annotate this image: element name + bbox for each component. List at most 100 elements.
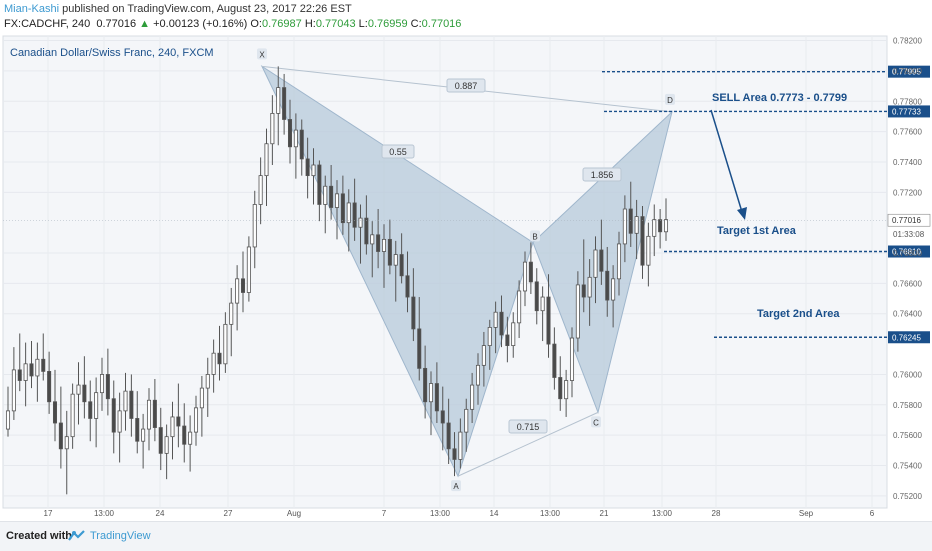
tradingview-brand[interactable]: TradingView	[90, 530, 151, 542]
candle-body[interactable]	[229, 302, 234, 325]
candle-body[interactable]	[569, 337, 575, 381]
candle-body[interactable]	[587, 276, 592, 298]
candle-body[interactable]	[164, 436, 169, 454]
candle-body[interactable]	[534, 281, 539, 312]
candle-body[interactable]	[411, 296, 416, 330]
candle-body[interactable]	[317, 164, 322, 205]
candle-body[interactable]	[64, 436, 69, 450]
candle-body[interactable]	[129, 390, 134, 419]
candle-body[interactable]	[399, 254, 404, 277]
candle-body[interactable]	[176, 416, 181, 427]
candle-body[interactable]	[417, 328, 422, 369]
candle-body[interactable]	[293, 129, 298, 148]
candle-body[interactable]	[505, 334, 510, 347]
candle-body[interactable]	[370, 234, 375, 245]
candle-body[interactable]	[452, 448, 457, 460]
candle-body[interactable]	[146, 399, 152, 430]
candle-body[interactable]	[405, 275, 410, 298]
candle-body[interactable]	[141, 428, 146, 442]
candle-body[interactable]	[440, 410, 445, 424]
candle-body[interactable]	[152, 399, 157, 428]
candle-body[interactable]	[329, 185, 334, 208]
candle-body[interactable]	[94, 392, 99, 419]
candle-body[interactable]	[640, 216, 645, 266]
candle-body[interactable]	[135, 418, 140, 442]
candle-body[interactable]	[158, 427, 163, 454]
candle-body[interactable]	[99, 374, 105, 394]
candle-body[interactable]	[252, 204, 257, 248]
candle-body[interactable]	[470, 384, 475, 410]
candle-body[interactable]	[223, 323, 228, 365]
price-levels[interactable]: 0.779950.777330.7701601:33:080.768100.76…	[3, 65, 931, 344]
candle-body[interactable]	[35, 358, 40, 377]
candle-body[interactable]	[528, 261, 533, 283]
candle-body[interactable]	[511, 322, 516, 347]
candle-body[interactable]	[76, 384, 81, 395]
candle-body[interactable]	[299, 129, 304, 160]
candle-body[interactable]	[23, 363, 28, 381]
candle-body[interactable]	[270, 113, 275, 145]
candle-body[interactable]	[334, 193, 340, 208]
candle-body[interactable]	[522, 261, 528, 292]
candle-body[interactable]	[593, 249, 598, 278]
candle-body[interactable]	[282, 87, 287, 120]
candle-body[interactable]	[487, 326, 492, 347]
candle-body[interactable]	[29, 363, 34, 377]
candle-body[interactable]	[47, 371, 52, 403]
candle-body[interactable]	[381, 238, 387, 252]
candle-body[interactable]	[616, 243, 622, 280]
candle-body[interactable]	[393, 254, 398, 266]
candle-body[interactable]	[628, 208, 633, 234]
candle-body[interactable]	[117, 410, 122, 433]
candle-body[interactable]	[287, 119, 293, 148]
candle-body[interactable]	[5, 410, 11, 430]
candle-body[interactable]	[364, 217, 369, 245]
candle-body[interactable]	[105, 374, 110, 400]
candle-body[interactable]	[352, 202, 357, 228]
candle-body[interactable]	[82, 384, 87, 403]
candle-body[interactable]	[199, 387, 204, 409]
candle-body[interactable]	[52, 401, 58, 424]
candle-body[interactable]	[235, 278, 240, 304]
candle-body[interactable]	[205, 374, 210, 389]
candle-body[interactable]	[558, 377, 563, 400]
candle-body[interactable]	[188, 431, 193, 445]
candle-body[interactable]	[423, 367, 428, 403]
candle-body[interactable]	[517, 290, 522, 324]
candle-body[interactable]	[88, 401, 93, 419]
candle-body[interactable]	[258, 175, 263, 205]
candle-body[interactable]	[458, 431, 463, 460]
candle-body[interactable]	[622, 208, 627, 245]
candles[interactable]	[5, 66, 669, 495]
candle-body[interactable]	[652, 219, 657, 237]
candle-body[interactable]	[182, 425, 187, 445]
candle-body[interactable]	[540, 296, 545, 312]
candle-body[interactable]	[599, 249, 604, 272]
candle-body[interactable]	[123, 390, 128, 412]
candle-body[interactable]	[546, 296, 551, 345]
candle-body[interactable]	[323, 185, 328, 205]
candle-body[interactable]	[111, 398, 116, 433]
candle-body[interactable]	[446, 422, 451, 450]
candle-body[interactable]	[246, 246, 251, 293]
candle-body[interactable]	[41, 358, 46, 372]
candle-body[interactable]	[581, 284, 586, 298]
candle-body[interactable]	[475, 364, 481, 386]
candle-body[interactable]	[663, 219, 669, 233]
candle-body[interactable]	[305, 158, 310, 177]
candle-body[interactable]	[11, 369, 16, 412]
candle-body[interactable]	[493, 311, 498, 328]
candle-body[interactable]	[58, 422, 63, 450]
candle-body[interactable]	[276, 87, 281, 114]
candle-body[interactable]	[611, 278, 616, 301]
candle-body[interactable]	[387, 238, 392, 266]
candle-body[interactable]	[240, 278, 246, 293]
candle-body[interactable]	[499, 311, 504, 336]
candle-body[interactable]	[170, 416, 175, 438]
candle-body[interactable]	[311, 164, 316, 177]
candle-body[interactable]	[340, 193, 345, 224]
candle-body[interactable]	[376, 234, 381, 252]
candle-body[interactable]	[70, 393, 75, 438]
author-name[interactable]: Mian-Kashi	[4, 3, 60, 15]
candle-body[interactable]	[464, 408, 469, 433]
